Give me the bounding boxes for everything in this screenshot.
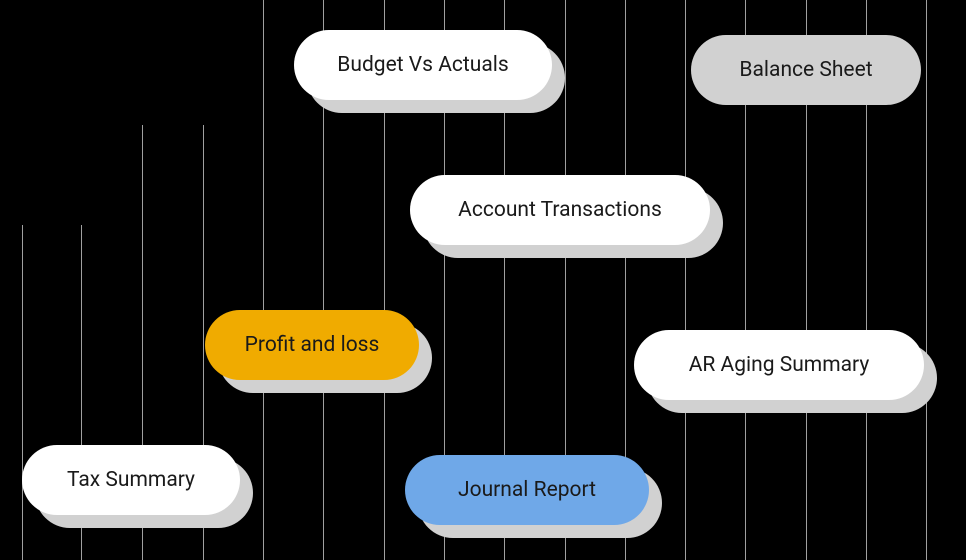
pill-budget-vs-actuals[interactable]: Budget Vs Actuals	[294, 30, 552, 100]
pill-tax-summary[interactable]: Tax Summary	[22, 445, 240, 515]
pill-journal-report[interactable]: Journal Report	[405, 455, 649, 525]
pill-label: Journal Report	[458, 478, 596, 502]
pill-label: Budget Vs Actuals	[337, 53, 508, 77]
pill-label: Account Transactions	[458, 198, 662, 222]
grid-line	[685, 0, 686, 560]
pill-profit-and-loss[interactable]: Profit and loss	[205, 310, 419, 380]
pill-label: AR Aging Summary	[689, 353, 870, 377]
pill-label: Tax Summary	[67, 468, 195, 492]
grid-line	[22, 225, 23, 560]
grid-line	[926, 0, 927, 560]
pill-account-transactions[interactable]: Account Transactions	[410, 175, 710, 245]
pill-balance-sheet[interactable]: Balance Sheet	[691, 35, 921, 105]
pill-label: Balance Sheet	[739, 58, 872, 82]
grid-line	[263, 0, 264, 560]
pill-label: Profit and loss	[245, 333, 380, 357]
pill-ar-aging-summary[interactable]: AR Aging Summary	[634, 330, 924, 400]
